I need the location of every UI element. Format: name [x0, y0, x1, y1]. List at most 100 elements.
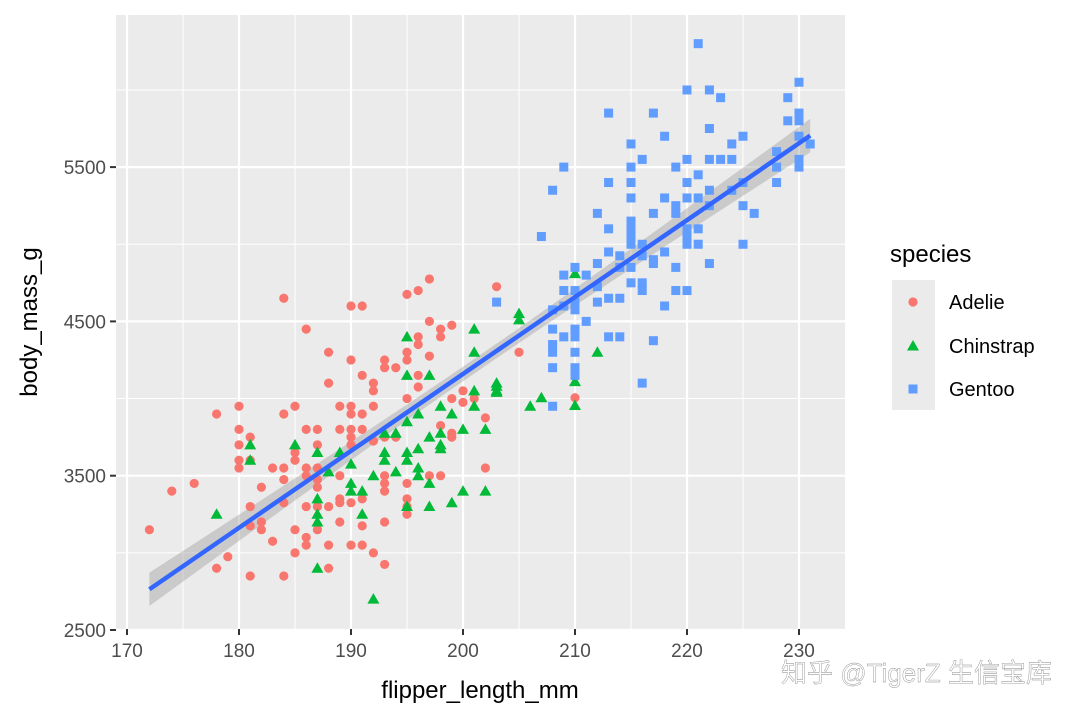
- point-adelie: [212, 563, 222, 573]
- point-chinstrap: [378, 454, 391, 465]
- point-gentoo: [559, 286, 569, 296]
- point-gentoo: [648, 336, 658, 346]
- point-adelie: [391, 363, 401, 373]
- point-gentoo: [794, 131, 804, 141]
- point-gentoo: [682, 154, 692, 164]
- point-adelie: [346, 540, 356, 550]
- point-gentoo: [794, 77, 804, 87]
- point-chinstrap: [479, 485, 492, 496]
- legend-label-adelie: Adelie: [949, 292, 1005, 314]
- point-gentoo: [626, 162, 636, 172]
- point-adelie: [346, 409, 356, 419]
- point-chinstrap: [513, 307, 525, 319]
- point-chinstrap: [569, 399, 581, 410]
- point-chinstrap: [479, 423, 492, 434]
- point-adelie: [402, 509, 412, 519]
- point-chinstrap: [378, 427, 391, 438]
- point-chinstrap: [412, 442, 425, 454]
- point-adelie: [245, 501, 255, 512]
- point-chinstrap: [345, 477, 357, 488]
- point-chinstrap: [311, 515, 324, 527]
- point-adelie: [368, 386, 378, 396]
- point-adelie: [346, 424, 356, 435]
- y-tick-label: 3500: [64, 467, 106, 488]
- point-adelie: [301, 324, 311, 334]
- point-gentoo: [693, 39, 703, 49]
- point-gentoo: [660, 131, 670, 141]
- point-gentoo: [693, 170, 703, 180]
- point-gentoo: [783, 93, 793, 103]
- point-adelie: [357, 521, 367, 531]
- point-adelie: [312, 424, 322, 435]
- point-gentoo: [570, 305, 580, 315]
- point-chinstrap: [490, 386, 503, 397]
- point-adelie: [447, 320, 457, 330]
- point-adelie: [424, 316, 434, 326]
- point-gentoo: [592, 208, 602, 218]
- axis-ticks: 170 180 190 200 210 220 230 2500 3500 4500 5500: [64, 158, 815, 662]
- point-chinstrap: [524, 400, 537, 411]
- point-chinstrap: [445, 496, 458, 508]
- point-gentoo: [637, 239, 647, 249]
- point-chinstrap: [345, 485, 357, 496]
- point-adelie: [234, 455, 244, 465]
- point-gentoo: [570, 286, 580, 296]
- point-adelie: [335, 401, 345, 411]
- point-gentoo: [682, 232, 692, 242]
- point-gentoo: [615, 332, 625, 342]
- point-adelie: [458, 386, 468, 396]
- point-chinstrap: [389, 465, 402, 477]
- point-adelie: [335, 498, 345, 508]
- point-gentoo: [570, 297, 580, 307]
- point-adelie: [413, 370, 423, 381]
- point-gentoo: [648, 208, 658, 218]
- point-adelie: [301, 501, 311, 512]
- point-gentoo: [671, 262, 681, 272]
- legend-title: species: [890, 241, 971, 268]
- point-adelie: [436, 324, 446, 334]
- x-tick-label: 210: [559, 641, 591, 662]
- point-adelie: [380, 471, 390, 481]
- point-gentoo: [626, 239, 636, 249]
- y-tick-label: 2500: [64, 621, 106, 642]
- point-chinstrap: [322, 465, 335, 477]
- point-adelie: [436, 332, 446, 342]
- point-adelie: [413, 382, 423, 392]
- legend-label-gentoo: Gentoo: [949, 379, 1015, 401]
- point-gentoo: [626, 278, 636, 288]
- point-gentoo: [693, 239, 703, 249]
- point-chinstrap: [244, 438, 257, 450]
- point-adelie: [368, 401, 378, 411]
- point-gentoo: [637, 378, 647, 388]
- data-points: [144, 39, 815, 604]
- point-gentoo: [570, 370, 580, 380]
- point-gentoo: [637, 154, 647, 164]
- point-chinstrap: [468, 323, 481, 334]
- point-gentoo: [548, 347, 558, 357]
- point-gentoo: [626, 193, 636, 203]
- point-gentoo: [704, 85, 714, 95]
- point-gentoo: [660, 193, 670, 203]
- point-gentoo: [592, 297, 602, 307]
- point-chinstrap: [367, 469, 380, 481]
- point-gentoo: [570, 363, 580, 373]
- point-gentoo: [794, 162, 804, 172]
- point-chinstrap: [389, 427, 402, 438]
- point-adelie: [268, 536, 278, 546]
- point-chinstrap: [591, 346, 604, 357]
- point-adelie: [212, 409, 222, 419]
- point-chinstrap: [423, 477, 436, 488]
- point-adelie: [469, 393, 479, 404]
- point-gentoo: [738, 239, 748, 249]
- point-chinstrap: [412, 461, 425, 473]
- point-adelie: [424, 351, 434, 361]
- point-chinstrap: [569, 267, 581, 279]
- point-gentoo: [704, 259, 714, 269]
- point-adelie: [324, 347, 334, 357]
- point-adelie: [324, 501, 334, 512]
- point-gentoo: [648, 108, 658, 118]
- point-adelie: [480, 463, 490, 473]
- point-adelie: [290, 401, 300, 411]
- point-adelie: [234, 424, 244, 435]
- point-gentoo: [794, 154, 804, 164]
